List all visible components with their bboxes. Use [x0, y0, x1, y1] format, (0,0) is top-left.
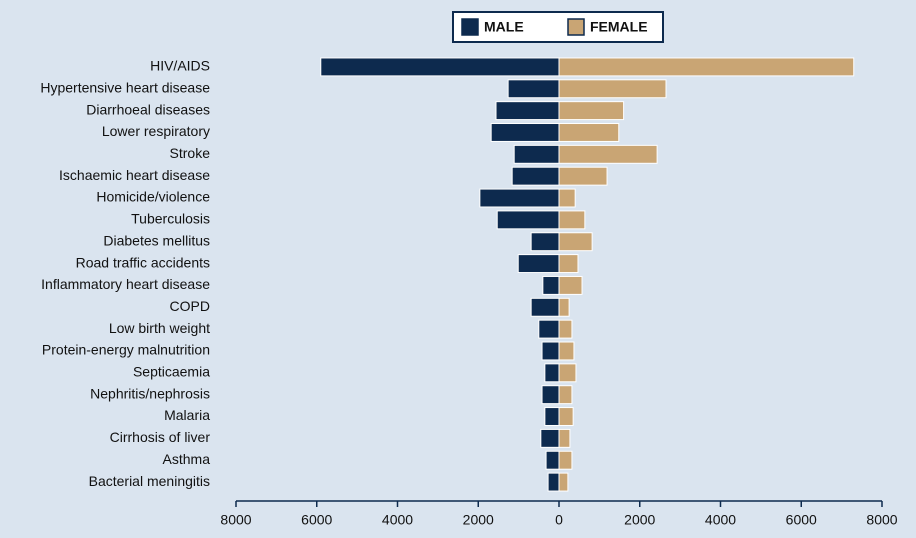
bar	[558, 144, 658, 164]
bar	[558, 254, 579, 274]
x-tick-label: 8000	[866, 512, 897, 528]
bar	[496, 210, 560, 230]
bar	[558, 363, 577, 383]
bar	[558, 101, 625, 121]
bar	[490, 123, 560, 142]
bar	[541, 385, 560, 405]
bar	[558, 297, 570, 317]
legend-swatch	[567, 18, 585, 36]
bar	[558, 407, 574, 426]
category-label: Bacterial meningitis	[89, 473, 210, 489]
category-label: Septicaemia	[133, 364, 210, 380]
bar	[558, 210, 586, 230]
legend-label: FEMALE	[590, 19, 648, 35]
category-label: COPD	[170, 298, 210, 314]
x-tick-label: 6000	[301, 512, 332, 528]
bar	[540, 428, 560, 448]
bar	[530, 297, 560, 317]
legend-swatch	[461, 18, 479, 36]
bar	[547, 472, 560, 492]
bar	[545, 450, 560, 470]
category-label: Ischaemic heart disease	[59, 167, 210, 183]
bar	[558, 341, 575, 361]
x-tick-label: 4000	[705, 512, 736, 528]
bar	[558, 123, 620, 142]
category-label: Cirrhosis of liver	[110, 429, 211, 445]
x-tick-label: 8000	[220, 512, 251, 528]
category-label: Hypertensive heart disease	[40, 79, 210, 95]
bar	[542, 275, 560, 295]
bar	[544, 407, 560, 426]
category-label: Malaria	[164, 407, 210, 423]
category-label: Road traffic accidents	[76, 254, 210, 270]
category-label: Low birth weight	[109, 320, 210, 336]
x-tick-label: 0	[555, 512, 563, 528]
bar	[558, 57, 855, 77]
category-label: Homicide/violence	[96, 189, 210, 205]
category-label: Diabetes mellitus	[103, 232, 210, 248]
category-label: Inflammatory heart disease	[41, 276, 210, 292]
bar	[479, 188, 560, 208]
bar	[558, 319, 573, 339]
bar	[511, 166, 560, 186]
bar	[558, 166, 608, 186]
bar	[320, 57, 560, 77]
category-label: Stroke	[170, 145, 211, 161]
bar	[495, 101, 560, 121]
bar	[513, 144, 560, 164]
category-label: Protein-energy malnutrition	[42, 342, 210, 358]
category-label: Lower respiratory	[102, 123, 210, 139]
x-tick-label: 4000	[382, 512, 413, 528]
category-label: Diarrhoeal diseases	[86, 101, 210, 117]
legend-box	[452, 11, 664, 43]
bar	[558, 232, 593, 252]
bar	[558, 428, 571, 448]
category-label: HIV/AIDS	[150, 58, 210, 74]
bar	[558, 275, 583, 295]
x-tick-label: 2000	[624, 512, 655, 528]
x-tick-label: 2000	[463, 512, 494, 528]
bar	[558, 450, 573, 470]
bar	[558, 385, 573, 405]
category-label: Tuberculosis	[131, 211, 210, 227]
bar	[558, 472, 569, 492]
bar	[517, 254, 560, 274]
bar	[541, 341, 560, 361]
bar	[530, 232, 560, 252]
x-tick-label: 6000	[786, 512, 817, 528]
bar	[538, 319, 560, 339]
bar	[558, 79, 667, 99]
bar	[558, 188, 576, 208]
legend-label: MALE	[484, 19, 524, 35]
bar	[544, 363, 560, 383]
bar	[507, 79, 560, 99]
category-label: Nephritis/nephrosis	[90, 385, 210, 401]
category-label: Asthma	[163, 451, 211, 467]
